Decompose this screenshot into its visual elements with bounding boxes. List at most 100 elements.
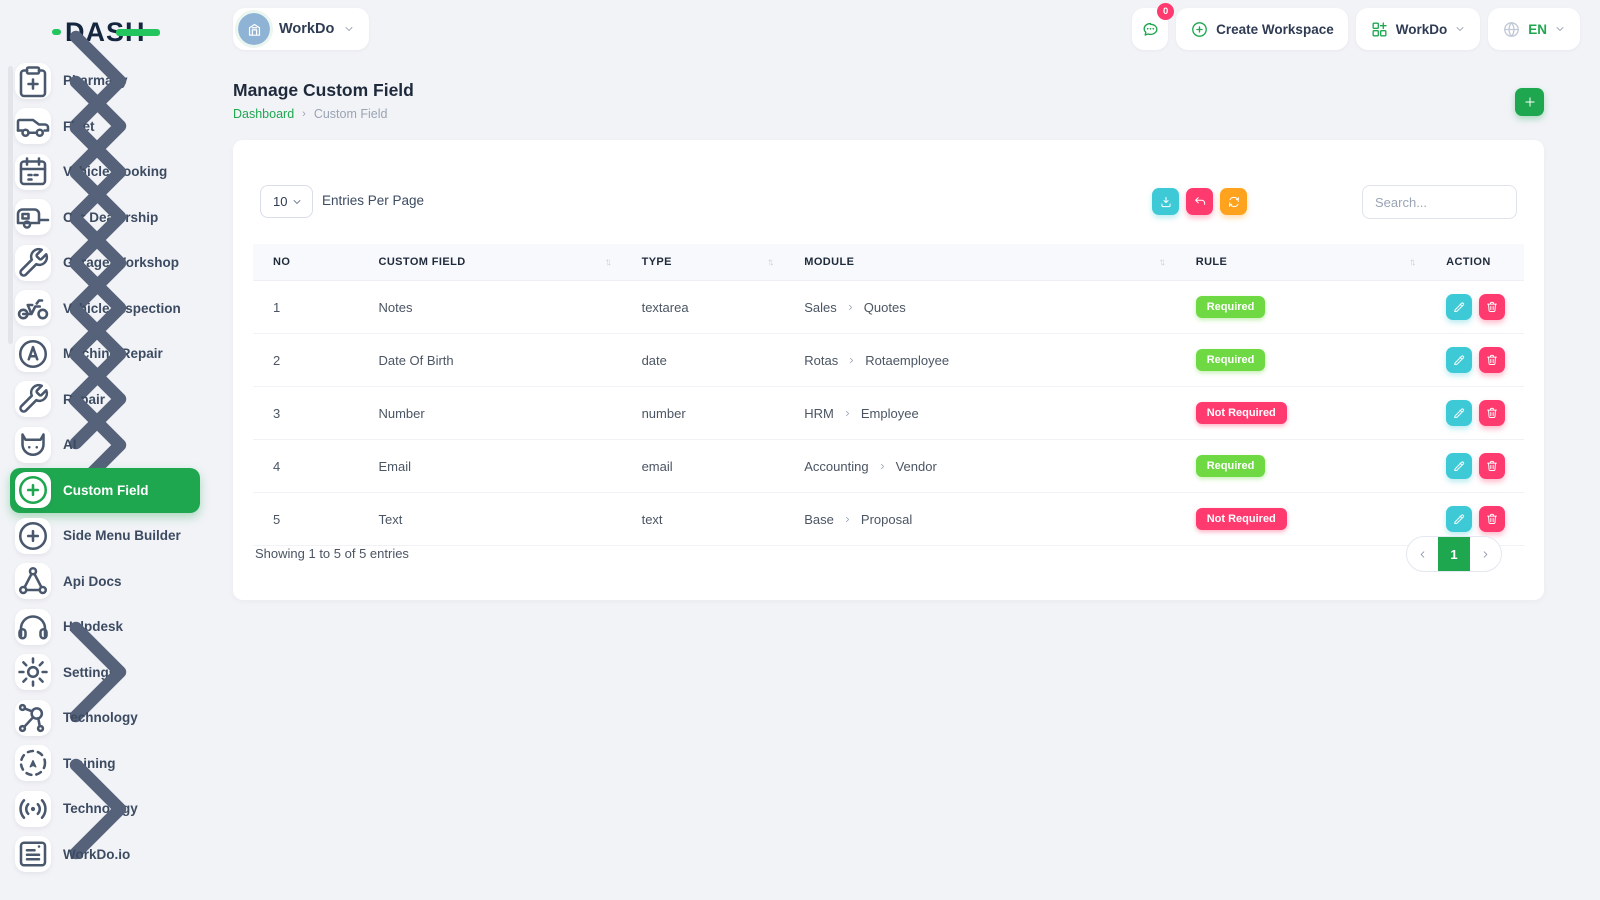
sidebar-item-garage-workshop[interactable]: Garage/Workshop (10, 212, 200, 313)
column-header-custom-field[interactable]: CUSTOM FIELD ↑↓ (358, 244, 622, 281)
edit-button[interactable] (1446, 294, 1473, 320)
cell-rule: Required (1175, 333, 1427, 387)
sidebar-item-vehicle-inspection[interactable]: Vehicle Inspection (10, 258, 200, 359)
sidebar-item-custom-field[interactable]: Custom Field (10, 467, 200, 513)
chevron-right-icon (878, 462, 887, 471)
pagination-prev-button[interactable] (1407, 537, 1438, 571)
pagination-page-1[interactable]: 1 (1438, 537, 1470, 571)
create-workspace-button[interactable]: Create Workspace (1176, 8, 1348, 50)
custom-field-table: NO CUSTOM FIELD ↑↓ TYPE ↑↓ MODULE ↑↓ RULE ↑↓ ACTI… (253, 244, 1524, 546)
chevron-right-icon (10, 175, 186, 351)
chat-icon (1141, 20, 1160, 39)
dashed-circle-icon (15, 745, 51, 782)
cell-module: Base Proposal (784, 492, 1176, 546)
search-input[interactable] (1362, 185, 1517, 219)
topbar: WorkDo 0 Create Workspace WorkDo EN (233, 3, 1580, 50)
chevron-right-icon (847, 356, 856, 365)
sidebar-item-side-menu-builder[interactable]: Side Menu Builder (10, 513, 200, 559)
export-button[interactable] (1152, 188, 1179, 215)
workspace-avatar (235, 10, 273, 48)
logo-bar-icon (115, 28, 160, 36)
pagination-next-button[interactable] (1470, 537, 1501, 571)
cell-action (1426, 280, 1524, 334)
logo-dash-icon (52, 29, 61, 35)
column-header-type[interactable]: TYPE ↑↓ (621, 244, 785, 281)
chevron-right-icon (10, 721, 186, 897)
sidebar-item-api-docs[interactable]: Api Docs (10, 559, 200, 605)
chevron-down-icon (1454, 23, 1466, 35)
chevron-right-icon (10, 220, 186, 396)
grid-plus-icon (1370, 20, 1389, 39)
delete-button[interactable] (1479, 453, 1506, 479)
sidebar-item-ai[interactable]: AI (10, 394, 200, 495)
chevron-right-icon (10, 266, 186, 442)
column-header-module[interactable]: MODULE ↑↓ (784, 244, 1176, 281)
module-parent: Sales (804, 299, 837, 315)
workspace-name: WorkDo (279, 21, 335, 37)
module-child: Quotes (863, 299, 906, 315)
cell-custom-field: Notes (358, 280, 622, 334)
delete-button[interactable] (1479, 400, 1506, 426)
delete-button[interactable] (1479, 347, 1506, 373)
column-label: NO (273, 256, 291, 268)
column-header-rule[interactable]: RULE ↑↓ (1175, 244, 1427, 281)
refresh-button[interactable] (1220, 188, 1247, 215)
machine-icon (15, 335, 51, 372)
pencil-icon (1452, 512, 1466, 526)
cell-no: 3 (253, 386, 359, 440)
cell-module: Rotas Rotaemployee (784, 333, 1176, 387)
sidebar-item-helpdesk[interactable]: Helpdesk (10, 604, 200, 650)
sidebar-item-vehicle-booking[interactable]: Vehicle Booking (10, 121, 200, 222)
chevron-down-icon (291, 196, 303, 208)
create-workspace-label: Create Workspace (1216, 21, 1334, 37)
sidebar-scrollbar[interactable] (8, 66, 13, 344)
edit-button[interactable] (1446, 453, 1473, 479)
cell-custom-field: Number (358, 386, 622, 440)
undo-icon (1193, 195, 1207, 209)
table-row: 4 Email email Accounting Vendor Required (253, 439, 1524, 493)
messages-button[interactable]: 0 (1132, 3, 1175, 50)
sidebar-item-label: WorkDo.io (63, 846, 131, 862)
share-icon (15, 563, 51, 600)
wrench-icon (15, 244, 51, 281)
cell-action (1426, 386, 1524, 440)
module-child: Rotaemployee (865, 352, 950, 368)
sidebar-item-workdo-io[interactable]: WorkDo.io (10, 832, 200, 878)
rule-badge: Not Required (1195, 402, 1287, 424)
edit-button[interactable] (1446, 347, 1473, 373)
edit-button[interactable] (1446, 400, 1473, 426)
delete-button[interactable] (1479, 294, 1506, 320)
add-custom-field-button[interactable] (1515, 88, 1544, 116)
motorcycle-icon (15, 290, 51, 327)
sidebar-item-machine-repair[interactable]: Machine Repair (10, 303, 200, 404)
module-parent: Accounting (804, 458, 869, 474)
delete-button[interactable] (1479, 506, 1506, 532)
broadcast-icon (15, 790, 51, 827)
sort-icon: ↑↓ (1409, 256, 1416, 268)
chevron-right-icon (10, 84, 186, 260)
cell-rule: Not Required (1175, 492, 1427, 546)
messages-badge: 0 (1157, 3, 1175, 20)
sidebar-item-technology[interactable]: Technology (10, 695, 200, 741)
rule-badge: Required (1195, 296, 1266, 318)
module-parent: Rotas (804, 352, 839, 368)
language-selector[interactable]: EN (1488, 8, 1580, 50)
hub-icon (15, 699, 51, 736)
sidebar-menu: Pharmacy Fleet Vehicle Booking Car Dealersh… (10, 30, 200, 878)
breadcrumb-dashboard-link[interactable]: Dashboard (233, 107, 295, 121)
cell-rule: Required (1175, 280, 1427, 334)
globe-icon (1502, 20, 1521, 39)
workspace-selector[interactable]: WorkDo (233, 8, 370, 50)
edit-button[interactable] (1446, 506, 1473, 532)
cell-type: date (621, 333, 785, 387)
workdo-menu-button[interactable]: WorkDo (1355, 8, 1481, 50)
entries-per-page-select[interactable]: 10 (260, 185, 313, 218)
sidebar-item-label: AI (63, 437, 77, 453)
plus-icon (1523, 95, 1537, 109)
chevron-right-icon (843, 515, 852, 524)
undo-button[interactable] (1186, 188, 1213, 215)
sidebar-item-technology[interactable]: Technology (10, 758, 200, 859)
module-child: Vendor (895, 458, 937, 474)
sidebar-item-settings[interactable]: Settings (10, 622, 200, 723)
